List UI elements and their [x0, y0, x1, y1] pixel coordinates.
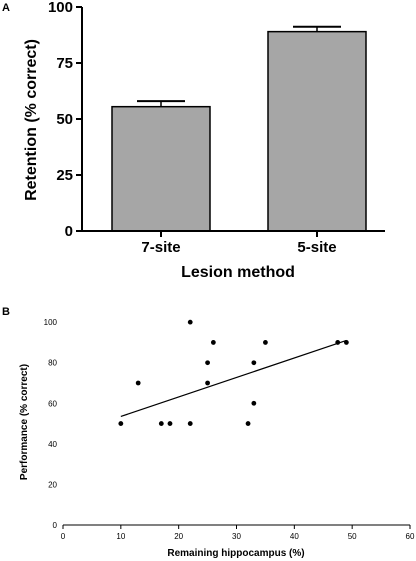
panel-b-y-tick-label: 100 — [44, 318, 58, 327]
panel-b-data-point — [187, 319, 193, 325]
panel-b-y-tick-label: 60 — [48, 399, 57, 408]
panel-a-bar — [267, 30, 367, 232]
panel-b-data-point — [158, 421, 164, 426]
panel-b-y-tick-label: 40 — [48, 440, 57, 449]
panel-b-data-point — [335, 340, 341, 345]
panel-a-x-axis-label: Lesion method — [181, 264, 295, 281]
panel-b-data-point — [251, 400, 257, 406]
panel-a-y-tick-label: 75 — [56, 55, 73, 72]
panel-b-x-tick-label: 50 — [348, 532, 357, 541]
panel-b-data-point — [167, 421, 173, 426]
panel-b-data-point — [245, 421, 251, 426]
panel-a-y-axis-label: Retention (% correct) — [23, 39, 40, 201]
panel-b-x-tick-label: 10 — [116, 532, 125, 541]
panel-b-x-tick-label: 20 — [174, 532, 183, 541]
panel-b-y-tick-label: 20 — [48, 480, 57, 489]
panel-b-x-tick-label: 40 — [290, 532, 299, 541]
panel-b-data-point — [205, 360, 210, 366]
panel-a-bar — [111, 105, 211, 232]
panel-b-data-point — [343, 340, 349, 345]
panel-b-x-axis-label: Remaining hippocampus (%) — [167, 548, 304, 559]
panel-b-data-point — [251, 360, 257, 366]
panel-b-data-point — [210, 340, 216, 345]
panel-a-y-tick-label: 100 — [48, 0, 73, 16]
panel-b-fit-line — [120, 339, 347, 418]
panel-b: B 0 20 40 60 80 100 0 10 20 30 40 50 60 Performance… — [2, 306, 415, 559]
panel-b-y-tick-label: 80 — [48, 359, 57, 368]
panel-a-x-tick-label: 5-site — [297, 239, 336, 256]
panel-b-data-point — [187, 421, 193, 426]
panel-a-y-tick-label: 50 — [56, 111, 73, 128]
panel-b-data-point — [135, 380, 141, 386]
panel-a: A 0 25 50 75 100 7-site 5-site Retention (% c… — [2, 0, 385, 281]
panel-b-data-point — [118, 421, 124, 426]
panel-b-data-point — [263, 340, 268, 345]
panel-a-label: A — [2, 2, 10, 14]
panel-b-x-tick-label: 30 — [232, 532, 241, 541]
panel-b-x-tick-label: 0 — [61, 532, 66, 541]
panel-a-y-tick-label: 0 — [65, 223, 73, 240]
panel-b-label: B — [2, 306, 10, 318]
panel-a-y-tick-label: 25 — [56, 167, 73, 184]
panel-b-y-axis-label: Performance (% correct) — [19, 364, 30, 480]
panel-b-y-tick-label: 0 — [53, 521, 58, 530]
panel-a-x-tick-label: 7-site — [141, 239, 180, 256]
panel-b-data-point — [205, 380, 210, 386]
panel-b-x-tick-label: 60 — [406, 532, 415, 541]
